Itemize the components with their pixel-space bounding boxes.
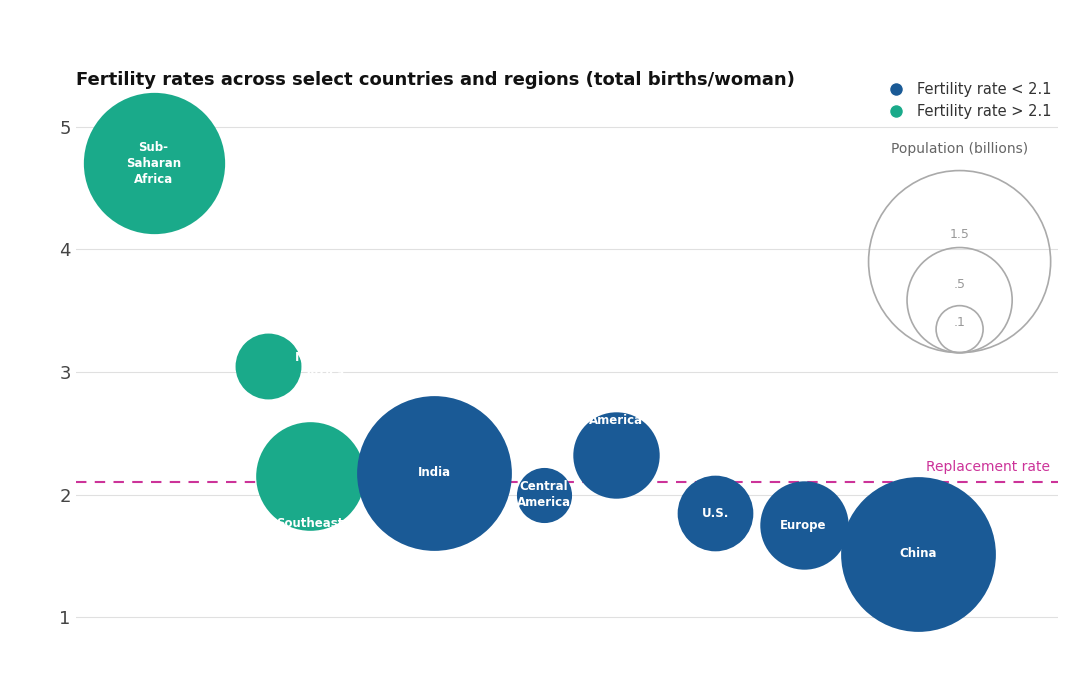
- Point: [145, 158, 162, 169]
- Text: China: China: [900, 547, 936, 560]
- Point: [535, 489, 552, 500]
- Point: [795, 520, 812, 531]
- Text: Central
America: Central America: [516, 480, 570, 509]
- Text: Fertility rates across select countries and regions (total births/woman): Fertility rates across select countries …: [76, 71, 795, 89]
- Point: [608, 450, 625, 461]
- Text: 1.5: 1.5: [949, 227, 970, 241]
- Text: South
America: South America: [590, 398, 644, 427]
- Point: [909, 548, 927, 559]
- Text: Sub-
Saharan
Africa: Sub- Saharan Africa: [126, 141, 181, 186]
- Text: U.S.: U.S.: [702, 506, 729, 520]
- Point: [259, 360, 276, 371]
- Point: [301, 471, 319, 482]
- Text: Southeast
Asia: Southeast Asia: [275, 517, 343, 546]
- Text: .5: .5: [954, 278, 966, 291]
- Text: Population (billions): Population (billions): [891, 142, 1028, 156]
- Text: Replacement rate: Replacement rate: [926, 460, 1050, 474]
- Text: .1: .1: [954, 316, 966, 329]
- Text: India: India: [418, 466, 451, 479]
- Point: [426, 467, 443, 478]
- Legend: Fertility rate < 2.1, Fertility rate > 2.1: Fertility rate < 2.1, Fertility rate > 2…: [881, 82, 1051, 119]
- Text: Europe: Europe: [781, 519, 827, 532]
- Text: Northern
Africa: Northern Africa: [295, 352, 355, 381]
- Point: [706, 508, 724, 518]
